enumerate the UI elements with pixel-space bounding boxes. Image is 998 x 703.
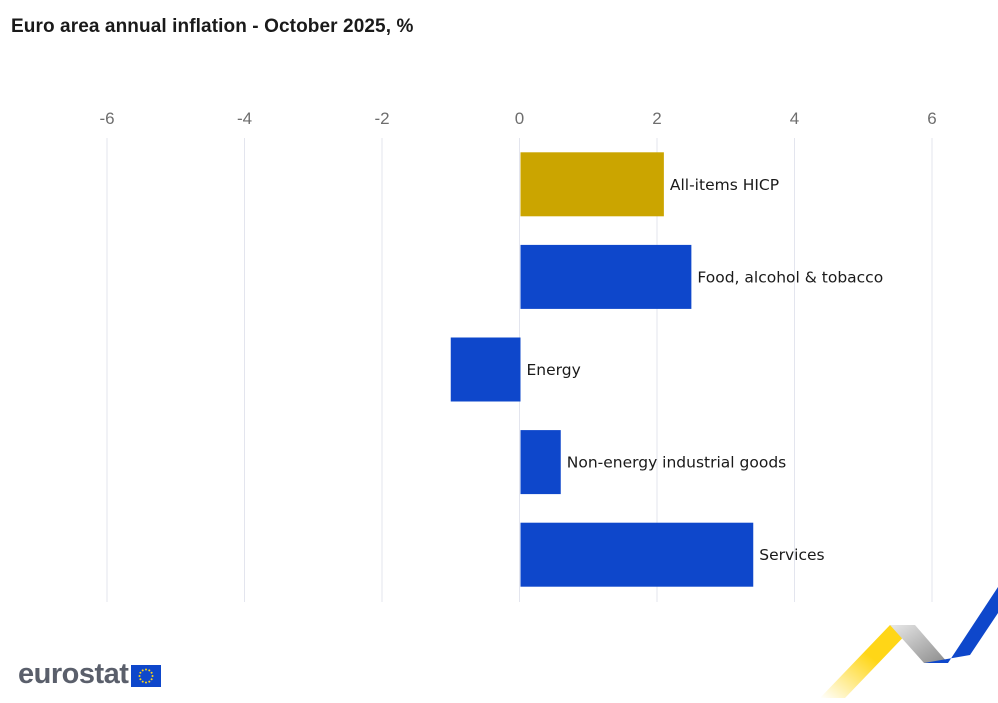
bar-chart: -6 -4 -2 0 2 4 6 All-items HICP Food, alcohol & … (99, 109, 937, 602)
category-label: Services (759, 546, 824, 564)
chart-title: Euro area annual inflation - October 202… (11, 16, 414, 37)
category-label: Non-energy industrial goods (567, 454, 787, 472)
bar (520, 430, 561, 495)
x-tick-label: -6 (99, 109, 114, 128)
eu-flag-icon (131, 664, 162, 687)
x-tick-label: -4 (237, 109, 252, 128)
bar (520, 244, 692, 309)
eurostat-logo: eurostat (18, 658, 162, 690)
category-label: Energy (527, 361, 581, 379)
bar (520, 152, 664, 217)
x-tick-label: 0 (515, 109, 524, 128)
category-label: All-items HICP (670, 176, 779, 194)
bar (450, 337, 521, 402)
x-tick-label: 4 (790, 109, 799, 128)
category-label: Food, alcohol & tobacco (697, 268, 883, 286)
bar (520, 522, 754, 587)
x-tick-label: 6 (927, 109, 936, 128)
x-tick-label: -2 (374, 109, 389, 128)
x-tick-label: 2 (652, 109, 661, 128)
eurostat-logo-text: eurostat (18, 658, 129, 690)
eurostat-corner-decoration (820, 587, 998, 698)
